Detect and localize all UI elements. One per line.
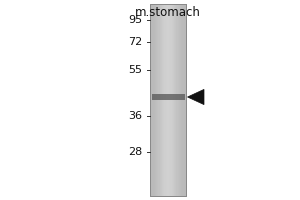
Bar [182,4,184,196]
Bar [185,4,186,196]
Bar [160,4,161,196]
Bar [172,4,173,196]
Bar [156,4,157,196]
Bar [162,4,163,196]
Text: 36: 36 [128,111,142,121]
Bar [175,4,176,196]
Bar [163,4,164,196]
Bar [184,4,185,196]
Bar [176,4,178,196]
Bar [181,4,182,196]
Bar [150,4,186,196]
Bar [168,4,169,196]
Bar [152,94,184,100]
Bar [150,4,151,196]
Bar [151,4,152,196]
Polygon shape [188,89,204,105]
Text: 55: 55 [128,65,142,75]
Text: 72: 72 [128,37,142,47]
Bar [157,4,158,196]
Bar [169,4,170,196]
Bar [179,4,180,196]
Bar [167,4,168,196]
Bar [158,4,160,196]
Bar [150,4,186,196]
Bar [166,4,167,196]
Bar [180,4,181,196]
Bar [173,4,174,196]
Bar [161,4,162,196]
Text: 28: 28 [128,147,142,157]
Text: 95: 95 [128,15,142,25]
Bar [164,4,166,196]
Bar [170,4,172,196]
Bar [174,4,175,196]
Bar [152,4,154,196]
Bar [155,4,156,196]
Bar [178,4,179,196]
Bar [154,4,155,196]
Text: m.stomach: m.stomach [135,6,201,19]
